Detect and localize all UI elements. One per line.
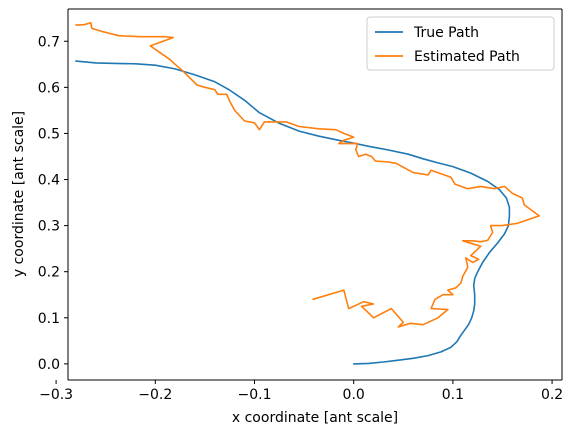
- y-axis-label: y coordinate [ant scale]: [11, 111, 27, 277]
- y-ticks: 0.0 0.1 0.2 0.3 0.4 0.5 0.6 0.7: [38, 34, 68, 373]
- legend-box: [366, 16, 555, 71]
- y-tick-label: 0.5: [38, 126, 60, 142]
- x-tick-label: 0.1: [442, 387, 464, 403]
- x-tick-label: 0.0: [343, 387, 365, 403]
- y-tick-label: 0.1: [38, 311, 60, 327]
- y-tick-label: 0.2: [38, 265, 60, 281]
- series-layer: [75, 22, 540, 365]
- x-tick-label: −0.3: [39, 387, 73, 403]
- plot-area: [68, 9, 562, 380]
- legend-label: True Path: [413, 25, 479, 41]
- series-line-estimated-path: [75, 22, 540, 328]
- legend: True Path Estimated Path: [366, 16, 555, 71]
- x-axis-label: x coordinate [ant scale]: [232, 410, 398, 426]
- y-tick-label: 0.4: [38, 173, 60, 189]
- y-tick-label: 0.0: [38, 357, 60, 373]
- y-tick-label: 0.6: [38, 80, 60, 96]
- x-tick-label: −0.1: [237, 387, 271, 403]
- y-tick-label: 0.3: [38, 219, 60, 235]
- legend-label: Estimated Path: [414, 49, 520, 65]
- x-tick-label: 0.2: [541, 387, 563, 403]
- y-tick-label: 0.7: [38, 34, 60, 50]
- x-tick-label: −0.2: [138, 387, 172, 403]
- x-ticks: −0.3 −0.2 −0.1 0.0 0.1 0.2: [39, 380, 563, 403]
- series-line-true-path: [75, 60, 511, 365]
